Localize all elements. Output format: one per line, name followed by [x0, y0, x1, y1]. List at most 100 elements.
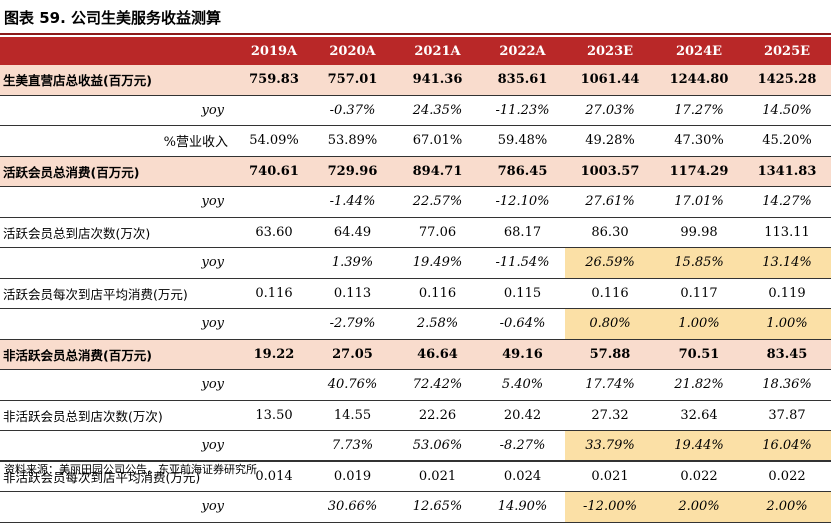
value-cell: 30.66% — [310, 491, 395, 523]
row-label: 生美直营店总收益(百万元) — [0, 65, 238, 96]
value-cell: 0.119 — [743, 278, 831, 309]
value-cell: 1341.83 — [743, 156, 831, 187]
row-label: yoy — [0, 491, 238, 523]
table-row: 生美直营店总收益(百万元) 759.83 757.01 941.36 835.61 106… — [0, 65, 831, 96]
revenue-table: 2019A 2020A 2021A 2022A 2023E 2024E 2025E 生美直营… — [0, 37, 831, 523]
header-cell-year: 2023E — [565, 37, 655, 65]
value-cell: 22.26 — [395, 400, 480, 431]
value-cell: 21.82% — [655, 369, 743, 401]
value-cell: 786.45 — [480, 156, 565, 187]
value-cell: 26.59% — [565, 247, 655, 279]
value-cell: -11.23% — [480, 95, 565, 126]
header-cell-year: 2022A — [480, 37, 565, 65]
value-cell: 53.06% — [395, 430, 480, 462]
value-cell: 1425.28 — [743, 65, 831, 96]
value-cell: 57.88 — [565, 339, 655, 370]
value-cell: 0.022 — [655, 461, 743, 492]
value-cell: 19.44% — [655, 430, 743, 462]
report-page: 图表 59. 公司生美服务收益测算 2019A 2020A 2021A 2022A 20… — [0, 9, 831, 523]
value-cell: 49.16 — [480, 339, 565, 370]
header-cell-year: 2024E — [655, 37, 743, 65]
row-label: 非活跃会员总消费(百万元) — [0, 339, 238, 370]
value-cell: 0.80% — [565, 308, 655, 340]
value-cell: 0.113 — [310, 278, 395, 309]
value-cell: 13.14% — [743, 247, 831, 279]
value-cell: 37.87 — [743, 400, 831, 431]
value-cell: 27.05 — [310, 339, 395, 370]
value-cell: 67.01% — [395, 125, 480, 157]
table-row: yoy 30.66% 12.65% 14.90% -12.00% 2.00% 2.00% — [0, 491, 831, 523]
table-row: yoy -0.37% 24.35% -11.23% 27.03% 17.27% 14.50% — [0, 95, 831, 126]
table-row: 非活跃会员总到店次数(万次) 13.50 14.55 22.26 20.42 27.32 3… — [0, 400, 831, 431]
row-label: %营业收入 — [0, 125, 238, 157]
value-cell: 27.03% — [565, 95, 655, 126]
value-cell: 14.27% — [743, 186, 831, 218]
header-row: 2019A 2020A 2021A 2022A 2023E 2024E 2025E — [0, 37, 831, 65]
value-cell: 70.51 — [655, 339, 743, 370]
value-cell: 2.58% — [395, 308, 480, 340]
value-cell: 86.30 — [565, 217, 655, 248]
value-cell: 16.04% — [743, 430, 831, 462]
table-row: 活跃会员总到店次数(万次) 63.60 64.49 77.06 68.17 86.30 99… — [0, 217, 831, 248]
value-cell: 0.117 — [655, 278, 743, 309]
value-cell: 941.36 — [395, 65, 480, 96]
value-cell: 12.65% — [395, 491, 480, 523]
value-cell: -0.37% — [310, 95, 395, 126]
value-cell: -8.27% — [480, 430, 565, 462]
value-cell: 14.55 — [310, 400, 395, 431]
value-cell: 0.115 — [480, 278, 565, 309]
value-cell — [238, 186, 310, 218]
value-cell: 2.00% — [655, 491, 743, 523]
value-cell: 1003.57 — [565, 156, 655, 187]
title-rule — [0, 33, 831, 35]
value-cell: -12.00% — [565, 491, 655, 523]
value-cell: 22.57% — [395, 186, 480, 218]
value-cell — [238, 369, 310, 401]
value-cell: 47.30% — [655, 125, 743, 157]
table-body: 生美直营店总收益(百万元) 759.83 757.01 941.36 835.61 106… — [0, 65, 831, 523]
value-cell: 15.85% — [655, 247, 743, 279]
row-label: yoy — [0, 369, 238, 401]
value-cell: 27.61% — [565, 186, 655, 218]
row-label: yoy — [0, 308, 238, 340]
value-cell: 53.89% — [310, 125, 395, 157]
value-cell — [238, 95, 310, 126]
value-cell: 0.022 — [743, 461, 831, 492]
value-cell: 0.019 — [310, 461, 395, 492]
row-label: yoy — [0, 186, 238, 218]
value-cell: 1061.44 — [565, 65, 655, 96]
value-cell: 7.73% — [310, 430, 395, 462]
value-cell: 46.64 — [395, 339, 480, 370]
value-cell: -1.44% — [310, 186, 395, 218]
value-cell: 27.32 — [565, 400, 655, 431]
value-cell: 0.116 — [238, 278, 310, 309]
value-cell: 54.09% — [238, 125, 310, 157]
value-cell: 68.17 — [480, 217, 565, 248]
value-cell: 0.116 — [565, 278, 655, 309]
value-cell: 1.00% — [655, 308, 743, 340]
value-cell: 17.27% — [655, 95, 743, 126]
value-cell — [238, 430, 310, 462]
header-cell-year: 2021A — [395, 37, 480, 65]
header-cell-label — [0, 37, 238, 65]
value-cell: -0.64% — [480, 308, 565, 340]
value-cell: 45.20% — [743, 125, 831, 157]
table-row: %营业收入 54.09% 53.89% 67.01% 59.48% 49.28% 47.30… — [0, 125, 831, 157]
value-cell: 49.28% — [565, 125, 655, 157]
table-header: 2019A 2020A 2021A 2022A 2023E 2024E 2025E — [0, 37, 831, 65]
table-row: yoy -1.44% 22.57% -12.10% 27.61% 17.01% 14.27% — [0, 186, 831, 218]
table-row: yoy 1.39% 19.49% -11.54% 26.59% 15.85% 13.14% — [0, 247, 831, 279]
value-cell: 40.76% — [310, 369, 395, 401]
value-cell: 13.50 — [238, 400, 310, 431]
table-row: 活跃会员每次到店平均消费(万元) 0.116 0.113 0.116 0.115 0.11… — [0, 278, 831, 309]
value-cell: 729.96 — [310, 156, 395, 187]
value-cell: 0.021 — [395, 461, 480, 492]
value-cell: 24.35% — [395, 95, 480, 126]
value-cell: 17.01% — [655, 186, 743, 218]
row-label: yoy — [0, 247, 238, 279]
table-row: yoy 40.76% 72.42% 5.40% 17.74% 21.82% 18.36% — [0, 369, 831, 401]
value-cell: -11.54% — [480, 247, 565, 279]
value-cell: 20.42 — [480, 400, 565, 431]
value-cell: 19.22 — [238, 339, 310, 370]
row-label: 非活跃会员总到店次数(万次) — [0, 400, 238, 431]
